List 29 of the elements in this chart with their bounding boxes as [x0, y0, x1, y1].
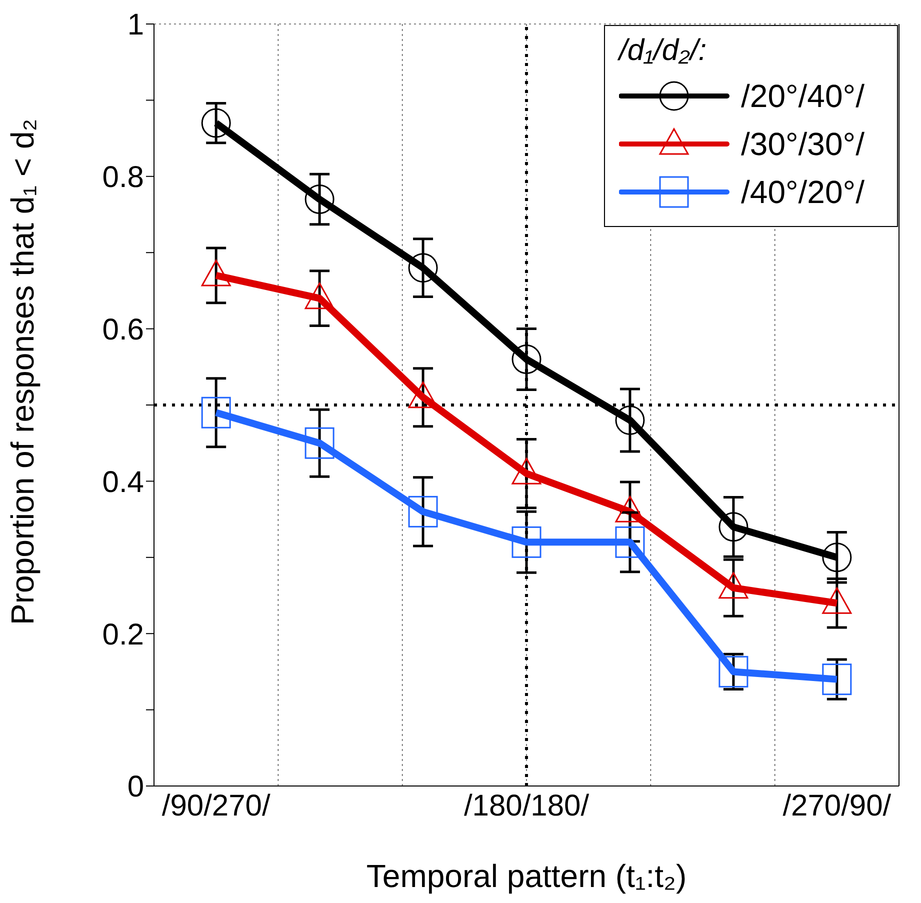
- point: [201, 108, 231, 138]
- x-axis-title: Temporal pattern (t₁:t₂): [366, 858, 687, 894]
- point: [718, 656, 748, 688]
- legend-label: /40°/20°/: [741, 174, 864, 210]
- y-axis-title: Proportion of responses that d₁ < d₂: [4, 118, 40, 625]
- point: [408, 253, 438, 283]
- y-tick-label: 0: [127, 770, 144, 804]
- y-tick-label: 0.8: [102, 161, 144, 194]
- y-tick-label: 0.6: [102, 313, 144, 346]
- x-tick-label: /180/180/: [464, 789, 590, 822]
- x-tick-label: /270/90/: [782, 789, 892, 822]
- point: [304, 184, 334, 214]
- point: [822, 542, 852, 572]
- x-tick-label: /90/270/: [162, 789, 271, 822]
- y-tick-label: 1: [127, 8, 144, 42]
- point: [615, 526, 645, 558]
- point: [512, 344, 542, 374]
- point: [822, 664, 852, 696]
- point: [201, 396, 231, 428]
- point: [615, 405, 645, 435]
- point: [718, 512, 748, 542]
- point: [408, 496, 438, 528]
- legend-label: /20°/40°/: [741, 78, 864, 114]
- point: [512, 526, 542, 558]
- y-tick-label: 0.4: [102, 466, 144, 499]
- y-tick-label: 0.2: [102, 618, 144, 652]
- legend-title: /d₁/d₂/:: [619, 34, 708, 68]
- legend-label: /30°/30°/: [741, 126, 864, 162]
- point: [304, 427, 334, 459]
